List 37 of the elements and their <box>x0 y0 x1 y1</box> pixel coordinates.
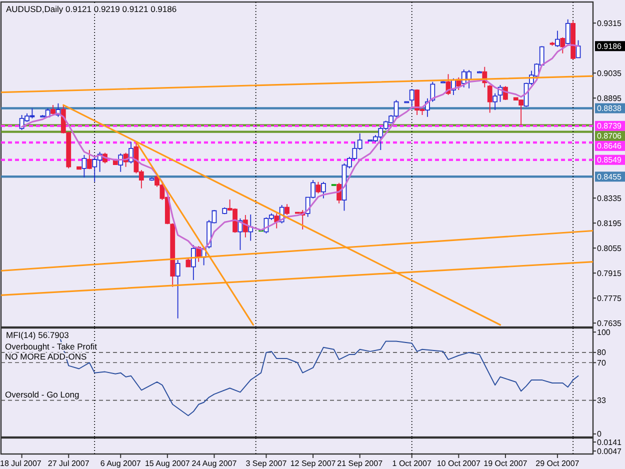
x-tick-label: 3 Sep 2007 <box>246 459 288 468</box>
x-tick-label: 10 Oct 2007 <box>436 459 481 468</box>
ref-line-label: 0.8739 <box>597 122 622 131</box>
ref-line-label: 0.8549 <box>597 156 622 165</box>
x-tick-label: 19 Oct 2007 <box>484 459 528 468</box>
annotation: 0.9186 <box>597 42 622 51</box>
y-tick-label: 0.8195 <box>597 218 622 228</box>
x-tick-label: 29 Oct 2007 <box>536 459 580 468</box>
y-tick-label: 0.8055 <box>597 244 622 253</box>
y-tick-label: 0.0047 <box>597 446 622 456</box>
ref-line-label: 0.8706 <box>597 132 622 141</box>
y-tick-label: 0.9315 <box>597 18 622 28</box>
ref-line-label: 0.8646 <box>597 142 622 151</box>
y-tick-label: 0.8335 <box>597 194 622 203</box>
ref-line-label: 0.8455 <box>597 172 622 182</box>
x-tick-label: 12 Sep 2007 <box>290 459 336 468</box>
y-tick-label: 0.0141 <box>597 438 622 447</box>
y-tick-label: 0.7635 <box>597 318 622 328</box>
x-tick-label: 21 Sep 2007 <box>337 459 384 468</box>
y-tick-label: 0.7915 <box>597 268 622 278</box>
y-tick-label: 33 <box>597 396 606 406</box>
x-tick-label: 18 Jul 2007 <box>0 459 42 468</box>
chart-title: AUDUSD,Daily 0.9121 0.9219 0.9121 0.9186 <box>6 4 177 14</box>
x-tick-label: 24 Aug 2007 <box>192 459 238 468</box>
y-tick-label: 0.8895 <box>597 94 622 103</box>
x-tick-label: 6 Aug 2007 <box>100 459 142 468</box>
x-tick-label: 27 Jul 2007 <box>48 459 90 468</box>
x-tick-label: 15 Aug 2007 <box>144 459 190 468</box>
y-tick-label: 0.7775 <box>597 294 622 303</box>
y-tick-label: 0.9035 <box>597 68 622 78</box>
y-tick-label: 70 <box>597 358 606 368</box>
y-tick-label: 0 <box>597 430 602 439</box>
y-tick-label: 80 <box>597 348 606 358</box>
y-tick-label: 100 <box>597 328 611 337</box>
ref-line-label: Oversold - Go Long <box>5 389 80 400</box>
x-tick-label: 1 Oct 2007 <box>392 459 432 468</box>
ref-line-label: 0.8838 <box>597 104 622 114</box>
